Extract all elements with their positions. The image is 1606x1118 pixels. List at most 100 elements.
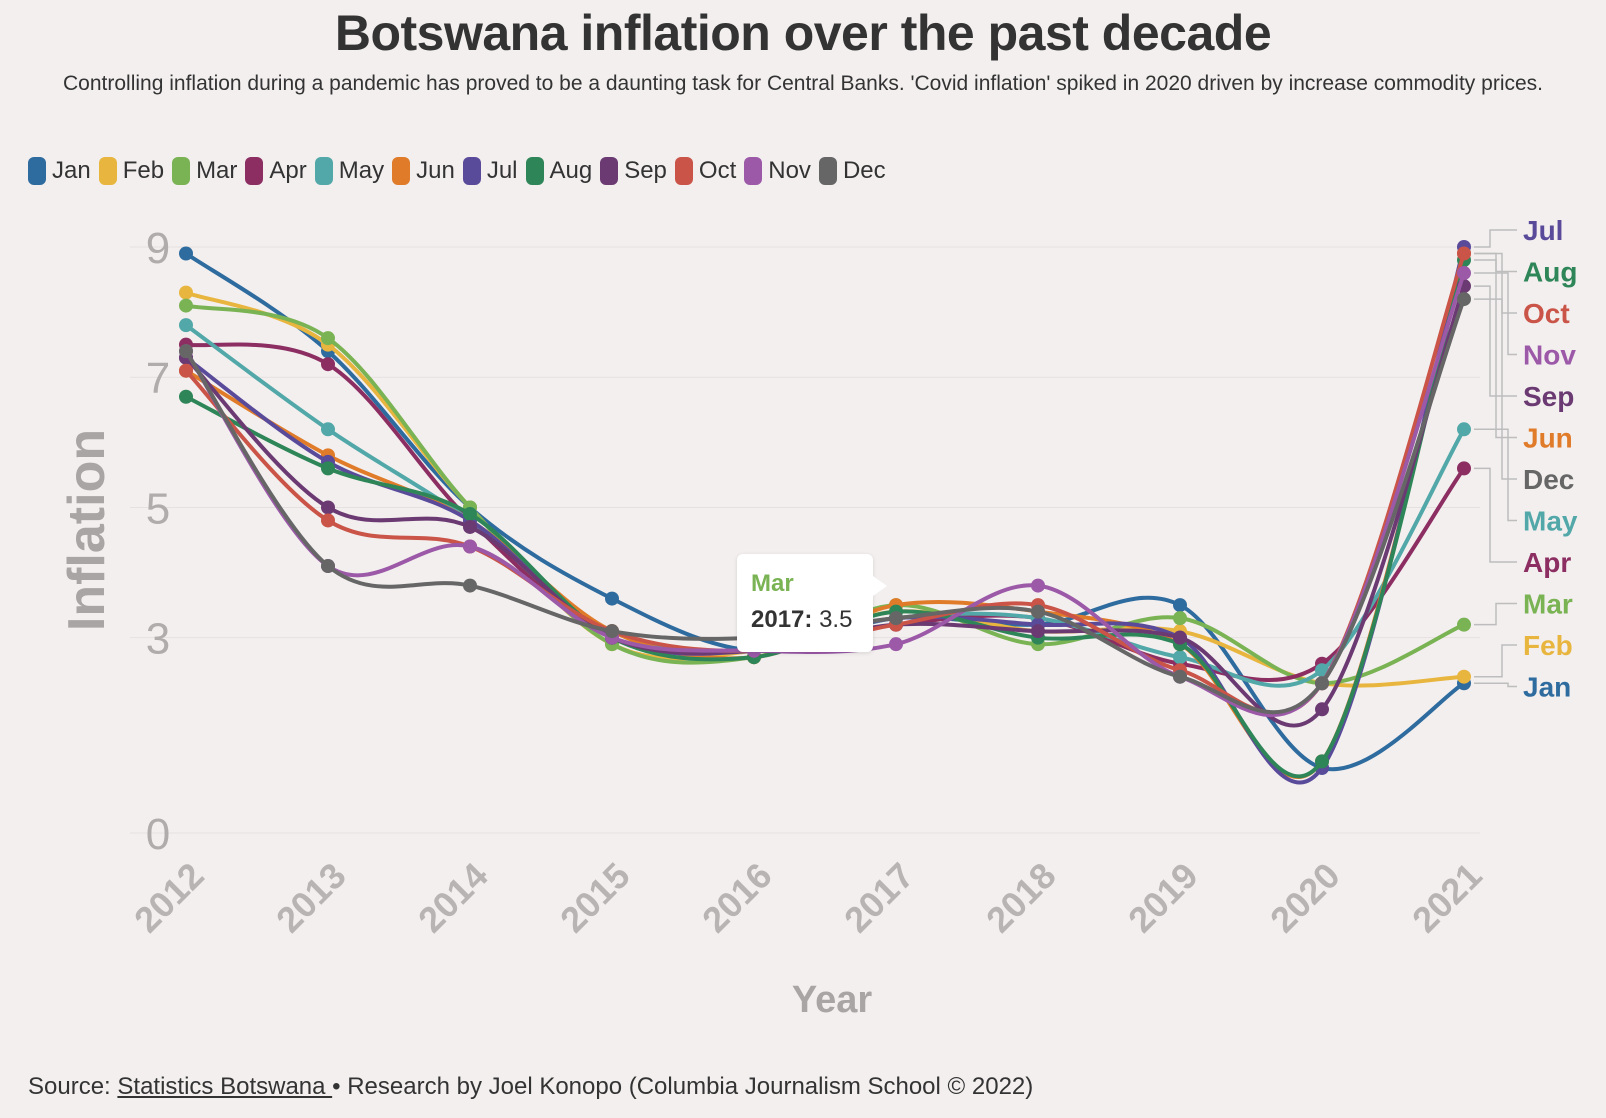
legend-label: Apr [269, 157, 307, 184]
data-point [463, 539, 477, 554]
data-point [321, 331, 335, 346]
end-label-jun: Jun [1523, 423, 1573, 454]
data-point [179, 318, 193, 333]
data-point [605, 624, 619, 639]
legend: Jan Feb Mar Apr May Jun Jul Aug Sep Oct Nov Dec [28, 154, 886, 188]
end-label-connector [1474, 428, 1517, 522]
x-tick-label: 2019 [1120, 855, 1206, 941]
legend-item-aug[interactable]: Aug [525, 157, 593, 185]
legend-swatch [98, 157, 117, 185]
data-point [463, 578, 477, 593]
x-tick-label: 2018 [978, 855, 1064, 941]
legend-item-apr[interactable]: Apr [245, 157, 307, 185]
legend-item-mar[interactable]: Mar [172, 157, 237, 185]
legend-item-jul[interactable]: Jul [462, 157, 518, 185]
legend-label: Oct [698, 157, 737, 184]
data-point [1457, 461, 1471, 476]
legend-label: Nov [768, 157, 811, 184]
data-point [179, 298, 193, 313]
legend-item-oct[interactable]: Oct [674, 157, 737, 185]
x-tick-label: 2012 [126, 855, 212, 941]
legend-swatch [314, 157, 333, 185]
legend-swatch [245, 157, 264, 185]
data-point [1457, 292, 1471, 307]
legend-item-sep[interactable]: Sep [600, 157, 667, 185]
data-point [1315, 702, 1329, 717]
end-label-connector [1474, 682, 1517, 688]
legend-item-feb[interactable]: Feb [98, 157, 165, 185]
legend-item-nov[interactable]: Nov [744, 157, 811, 185]
legend-swatch [600, 157, 619, 185]
series-sep [179, 279, 1471, 728]
data-point [1173, 669, 1187, 684]
legend-item-jan[interactable]: Jan [28, 157, 91, 185]
legend-swatch [525, 157, 544, 185]
tooltip-value: 3.5 [819, 606, 853, 633]
data-point [321, 461, 335, 476]
data-point [889, 611, 903, 626]
legend-label: Dec [842, 157, 886, 184]
legend-item-may[interactable]: May [314, 157, 385, 185]
data-point [463, 519, 477, 534]
legend-label: May [338, 157, 385, 184]
data-point [1457, 422, 1471, 437]
series-line [184, 284, 1466, 728]
end-label-connector [1474, 229, 1517, 248]
end-label-connector [1474, 644, 1517, 678]
data-point [179, 363, 193, 378]
y-tick-label: 9 [146, 224, 170, 273]
x-tick-label: 2020 [1262, 855, 1348, 941]
tooltip-series: Mar [751, 570, 794, 597]
x-tick-label: 2013 [268, 855, 354, 941]
data-point [1457, 266, 1471, 281]
legend-label: Jan [52, 157, 91, 184]
data-point [1315, 754, 1329, 769]
data-point [179, 344, 193, 359]
data-point [1315, 663, 1329, 678]
series-jul [179, 240, 1471, 785]
legend-swatch [674, 157, 693, 185]
y-tick-label: 3 [146, 615, 170, 664]
y-axis-label: Inflation [58, 429, 116, 631]
data-point [1457, 617, 1471, 632]
y-tick-label: 0 [146, 810, 170, 859]
end-label-connector [1474, 285, 1517, 397]
credit-text: • Research by Joel Konopo (Columbia Jour… [332, 1073, 1034, 1100]
end-label-feb: Feb [1523, 630, 1573, 661]
end-label-jan: Jan [1523, 672, 1571, 703]
end-label-connector [1474, 298, 1517, 480]
end-label-connector [1474, 467, 1517, 563]
data-point [179, 389, 193, 404]
data-point [889, 637, 903, 652]
end-label-oct: Oct [1523, 298, 1570, 329]
data-point [1173, 630, 1187, 645]
end-label-connector [1474, 602, 1517, 626]
source-link[interactable]: Statistics Botswana [117, 1073, 333, 1100]
legend-label: Feb [122, 157, 165, 184]
data-point [321, 513, 335, 528]
y-tick-label: 5 [146, 484, 170, 533]
legend-swatch [392, 157, 411, 185]
legend-item-jun[interactable]: Jun [392, 157, 455, 185]
data-point [1173, 650, 1187, 665]
end-label-jul: Jul [1523, 215, 1563, 246]
data-point [1031, 604, 1045, 619]
x-tick-label: 2015 [552, 855, 638, 941]
legend-label: Aug [549, 157, 593, 184]
end-label-connector [1474, 272, 1517, 356]
tooltip-year: 2017: [751, 606, 813, 633]
chart-title: Botswana inflation over the past decade [334, 5, 1272, 61]
end-label-dec: Dec [1523, 464, 1574, 495]
end-label-connector [1474, 252, 1517, 439]
footer: Source: Statistics Botswana • Research b… [28, 1073, 1033, 1101]
legend-swatch [818, 157, 837, 185]
data-point [179, 246, 193, 261]
x-tick-label: 2014 [410, 855, 496, 941]
data-point [1315, 676, 1329, 691]
end-label-apr: Apr [1523, 547, 1571, 578]
data-point [1031, 624, 1045, 639]
tooltip-value-line: 2017: 3.5 [751, 606, 859, 634]
legend-swatch [172, 157, 191, 185]
legend-item-dec[interactable]: Dec [818, 157, 886, 185]
end-label-aug: Aug [1523, 257, 1577, 288]
